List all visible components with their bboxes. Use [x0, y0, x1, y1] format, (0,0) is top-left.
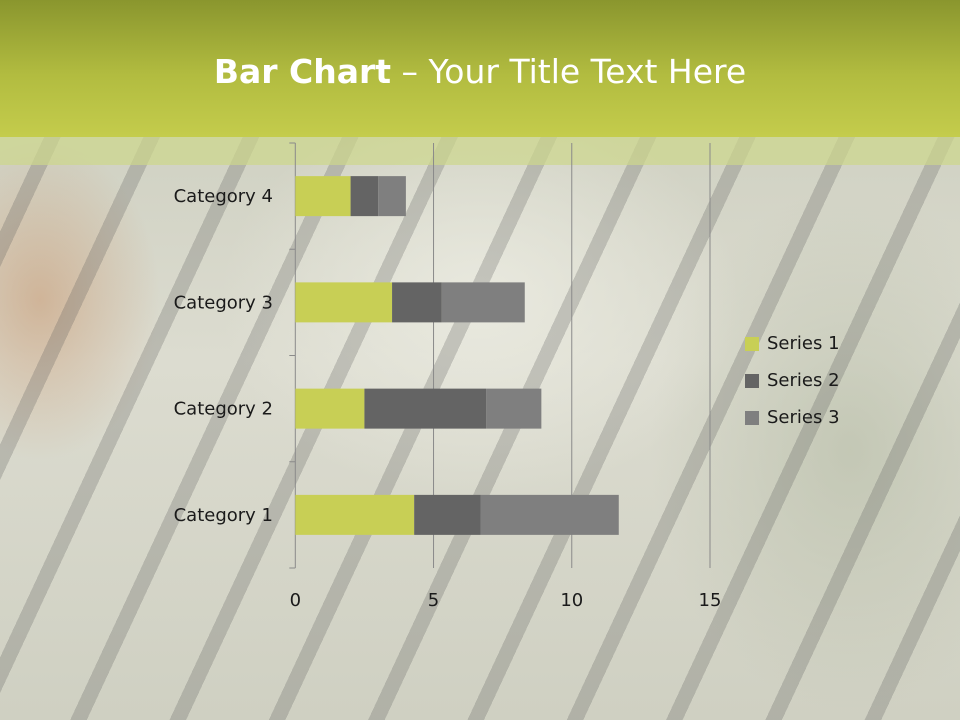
bar-segment [295, 494, 415, 535]
legend-label: Series 2 [767, 370, 840, 391]
legend-swatch [745, 373, 759, 388]
x-tick-label: 0 [290, 590, 301, 611]
x-tick-label: 15 [699, 590, 722, 611]
bar-segment [364, 388, 487, 429]
bar-segment [486, 388, 542, 429]
x-tick-label: 5 [428, 590, 439, 611]
bar-segment [414, 494, 481, 535]
slide-title: Bar Chart – Your Title Text Here [0, 52, 960, 91]
legend-item: Series 1 [745, 325, 840, 362]
bar-segment [441, 282, 525, 323]
bar-segment [392, 282, 442, 323]
legend-swatch [745, 410, 759, 425]
title-band [0, 0, 960, 137]
legend-label: Series 3 [767, 407, 840, 428]
category-label: Category 2 [174, 399, 273, 420]
bar-segment [350, 176, 379, 217]
accent-band [0, 137, 960, 165]
title-bold: Bar Chart [213, 52, 392, 91]
legend-label: Series 1 [767, 333, 840, 354]
bar-segment [295, 176, 351, 217]
category-label: Category 4 [174, 186, 273, 207]
legend-swatch [745, 336, 759, 351]
bar-segment [295, 282, 393, 323]
category-label: Category 3 [174, 292, 273, 313]
x-tick-label: 10 [560, 590, 583, 611]
legend-item: Series 3 [745, 399, 840, 436]
legend-item: Series 2 [745, 362, 840, 399]
bar-segment [480, 494, 619, 535]
legend: Series 1 Series 2 Series 3 [745, 325, 840, 436]
title-rest: – Your Title Text Here [391, 52, 747, 91]
category-label: Category 1 [174, 505, 273, 526]
bar-segment [295, 388, 365, 429]
bar-segment [378, 176, 406, 217]
